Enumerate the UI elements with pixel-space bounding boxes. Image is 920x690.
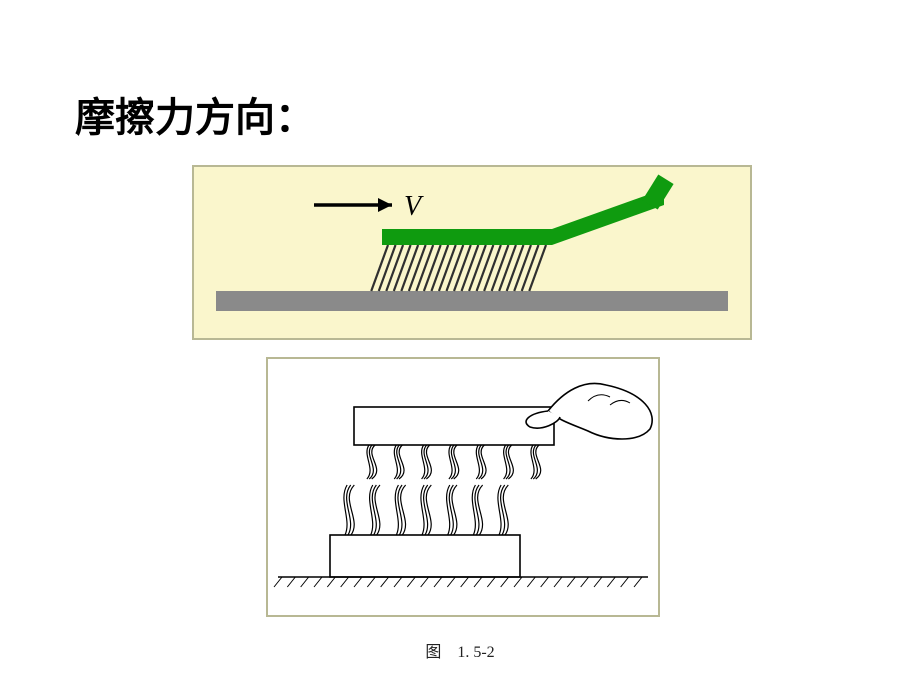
hand-icon <box>548 383 652 439</box>
figure-brush-stack <box>266 357 660 617</box>
svg-text:V: V <box>404 191 424 222</box>
figure-1-svg: V <box>194 167 750 338</box>
figure-caption: 图 1. 5-2 <box>0 638 920 662</box>
figure-brush-velocity: V <box>192 165 752 340</box>
figure-2-svg <box>268 359 658 615</box>
page-title: 摩擦力方向： <box>75 85 315 143</box>
